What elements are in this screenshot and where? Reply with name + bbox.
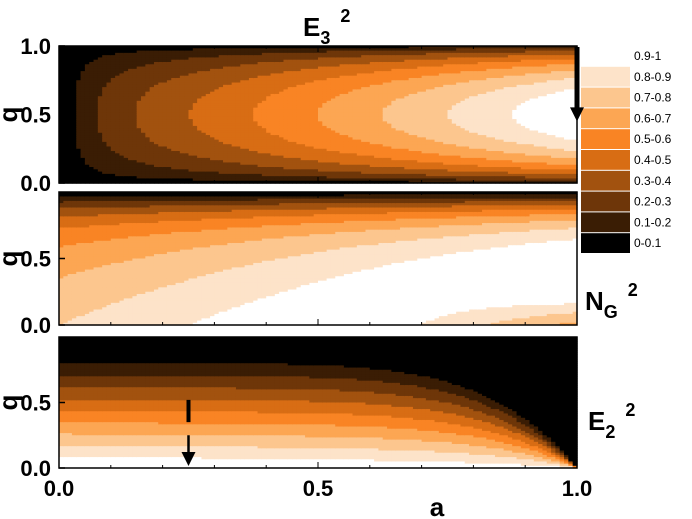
- panel-e3: [59, 46, 578, 184]
